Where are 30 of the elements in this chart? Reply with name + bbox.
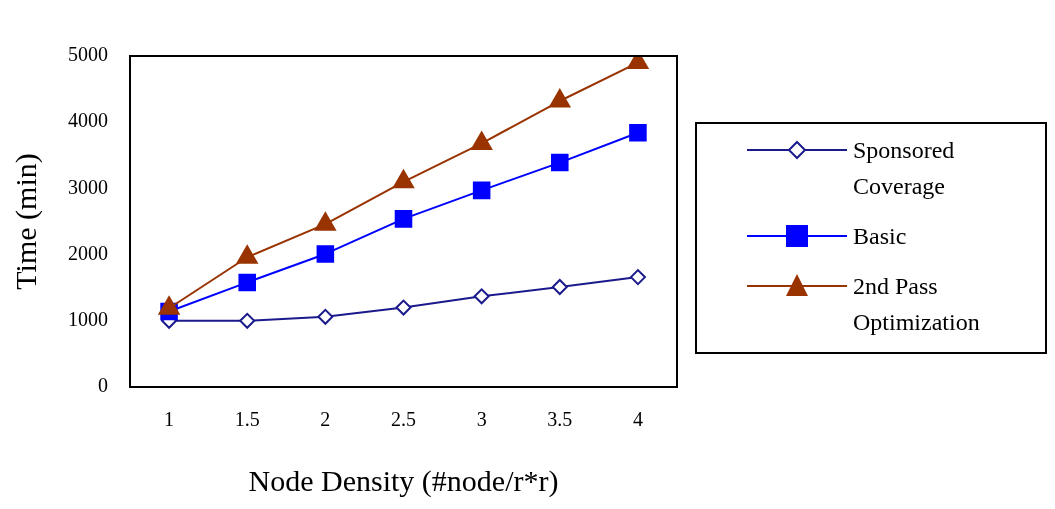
point [473,288,490,305]
y-tick-label: 0 [98,374,108,397]
point [394,210,413,228]
x-tick-label: 2 [320,408,331,431]
x-tick-label: 1.5 [234,408,260,431]
x-tick-label: 3 [476,408,487,431]
y-tick-label: 3000 [68,175,108,198]
legend-label: Sponsored Coverage [853,136,956,201]
x-tick-label: 2.5 [391,408,416,431]
point [629,124,647,142]
point [395,299,412,316]
legend-label: Basic [853,222,908,251]
point [629,269,646,286]
x-tick-label: 3.5 [547,408,573,431]
point [472,181,491,200]
y-axis-title: Time (min) [8,153,43,290]
y-tick-label: 2000 [68,241,108,264]
point [316,245,335,263]
point [239,312,256,329]
x-axis-title: Node Density (#node/r*r) [248,463,559,498]
point [551,279,568,296]
x-tick-label: 4 [632,408,643,431]
x-tick-label: 1 [164,408,175,431]
y-tick-label: 5000 [68,43,108,66]
y-tick-label: 4000 [68,109,108,132]
point [238,273,256,292]
y-tick-label: 1000 [68,308,108,331]
point [551,153,569,172]
legend-label: 2nd Pass Optimization [853,272,981,337]
point [317,308,334,325]
